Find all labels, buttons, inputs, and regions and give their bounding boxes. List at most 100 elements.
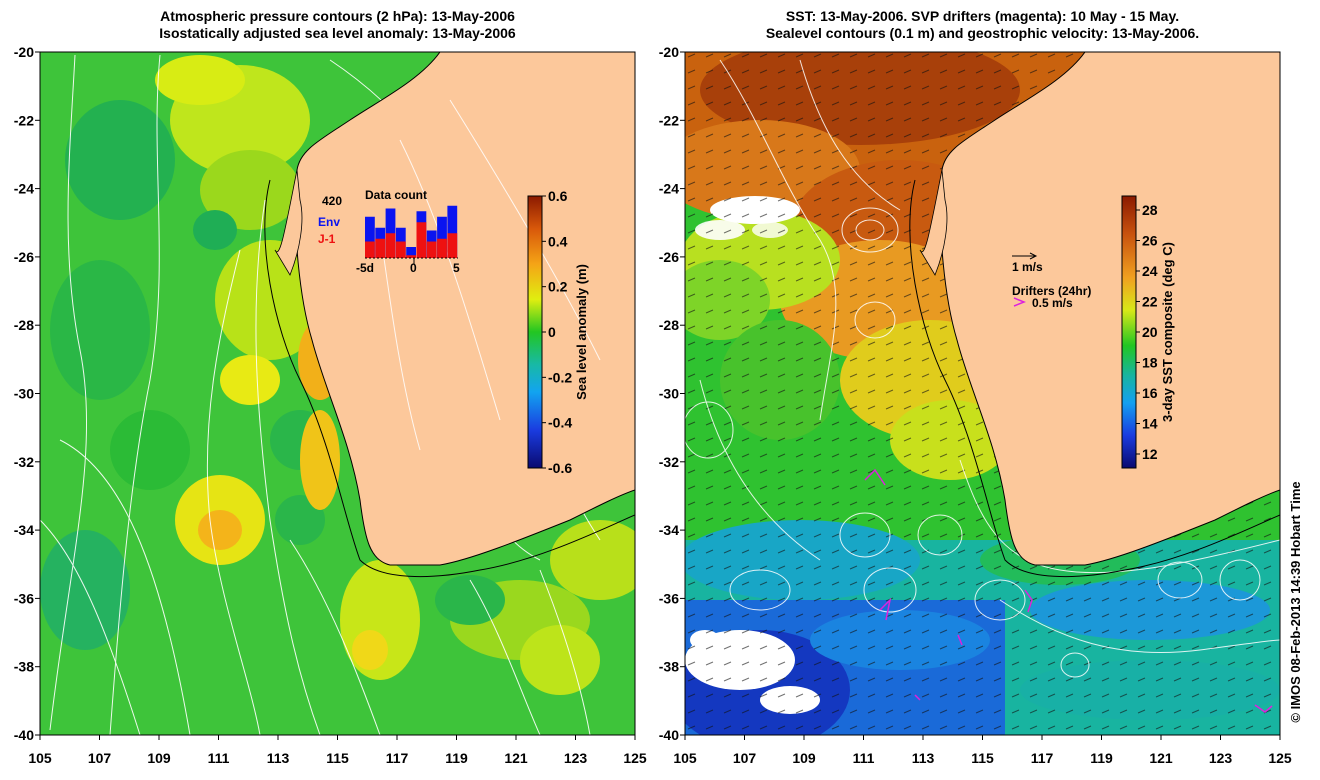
right-xtick-label: 105: [673, 750, 697, 766]
sst-colorbar-tick-label: 14: [1142, 416, 1158, 432]
left-xtick-label: 115: [326, 750, 349, 766]
env-count-bar: [437, 216, 447, 258]
left-map-title: Atmospheric pressure contours (2 hPa): 1…: [40, 8, 635, 42]
right-xtick-label: 117: [1031, 750, 1054, 766]
right-xtick-label: 123: [1209, 750, 1233, 766]
sst-map: [685, 52, 1280, 735]
right-xtick-label: 125: [1268, 750, 1292, 766]
right-xtick-label: 107: [733, 750, 757, 766]
sla-colorbar-tick-label: 0.2: [548, 279, 568, 295]
right-ytick-label: -40: [659, 727, 679, 743]
j1-count-bar: [375, 238, 386, 258]
left-ytick-label: -32: [14, 454, 34, 470]
left-ytick-label: -38: [14, 659, 34, 675]
sst-colorbar-tick-label: 26: [1142, 233, 1158, 249]
map-axes: 105 107 109 111 113 115 117 119 121 123 125-20-22-…: [14, 44, 1292, 766]
imos-credit: © IMOS 08-Feb-2013 14:39 Hobart Time: [1288, 481, 1303, 722]
left-title-line2: Isostatically adjusted sea level anomaly…: [159, 25, 516, 41]
sla-colorbar-label: Sea level anomaly (m): [574, 264, 589, 400]
left-title-line1: Atmospheric pressure contours (2 hPa): 1…: [160, 8, 515, 24]
data-count-title: Data count: [365, 188, 427, 202]
right-map-title: SST: 13-May-2006. SVP drifters (magenta)…: [685, 8, 1280, 42]
left-ytick-label: -34: [14, 522, 34, 538]
right-xtick-label: 121: [1149, 750, 1173, 766]
left-xtick-label: 123: [564, 750, 588, 766]
drifter-legend-value: 0.5 m/s: [1032, 296, 1073, 310]
data-count-inset: Data count 420 Env J-1 -5d 0 5: [318, 188, 460, 275]
sst-colorbar-tick-label: 22: [1142, 294, 1158, 310]
data-count-bars: [365, 205, 458, 258]
right-ytick-label: -20: [659, 44, 679, 60]
land-mass-right: [939, 52, 1280, 566]
right-xtick-label: 111: [853, 750, 875, 766]
sst-colorbar-tick-label: 20: [1142, 324, 1158, 340]
sst-colorbar-tick-label: 18: [1142, 355, 1158, 371]
left-ytick-label: -40: [14, 727, 34, 743]
env-count-bar: [447, 205, 458, 258]
j1-count-bar: [406, 255, 416, 258]
velocity-legend-label: 1 m/s: [1012, 260, 1043, 274]
j1-legend-label: J-1: [318, 232, 336, 246]
sst-colorbar-tick-label: 28: [1142, 202, 1158, 218]
j1-count-bar: [416, 222, 427, 258]
env-count-bar: [365, 216, 375, 258]
left-xtick-label: 121: [504, 750, 528, 766]
sla-colorbar-tick-label: -0.6: [548, 460, 572, 476]
right-xtick-label: 109: [792, 750, 816, 766]
right-ytick-label: -36: [659, 590, 679, 606]
sst-colorbar-tick-label: 12: [1142, 446, 1158, 462]
right-ytick-label: -28: [659, 317, 679, 333]
j1-count-bar: [395, 241, 406, 258]
right-xtick-label: 115: [971, 750, 994, 766]
left-xtick-label: 111: [208, 750, 230, 766]
left-xtick-label: 125: [623, 750, 647, 766]
right-xtick-label: 119: [1090, 750, 1113, 766]
sla-colorbar-tick-label: 0: [548, 324, 556, 340]
env-legend-label: Env: [318, 215, 340, 229]
sst-colorbar-label: 3-day SST composite (deg C): [1160, 242, 1175, 422]
inset-xlabel-zero: 0: [410, 261, 417, 275]
left-xtick-label: 109: [147, 750, 171, 766]
sla-colorbar: 0.6 0.4 0.2 0 -0.2 -0.4 -0.6 Sea level anomaly…: [527, 188, 589, 476]
left-ytick-label: -24: [14, 181, 34, 197]
right-ytick-label: -22: [659, 112, 679, 128]
left-ytick-label: -22: [14, 112, 34, 128]
left-xtick-label: 107: [88, 750, 112, 766]
inset-xlabel-end: 5: [453, 261, 460, 275]
right-title-line2: Sealevel contours (0.1 m) and geostrophi…: [765, 25, 1200, 41]
sst-colorbar-tick-label: 24: [1142, 263, 1158, 279]
sea-level-anomaly-map: [40, 52, 635, 735]
j1-count-bar: [365, 241, 375, 258]
left-ytick-label: -28: [14, 317, 34, 333]
data-count-max: 420: [322, 194, 342, 208]
left-xtick-label: 113: [267, 750, 290, 766]
left-xtick-label: 119: [445, 750, 468, 766]
left-ytick-label: -36: [14, 590, 34, 606]
left-ytick-label: -30: [14, 386, 34, 402]
left-ytick-label: -20: [14, 44, 34, 60]
sla-colorbar-tick-label: 0.4: [548, 233, 568, 249]
inset-xlabel-start: -5d: [356, 261, 374, 275]
right-title-line1: SST: 13-May-2006. SVP drifters (magenta)…: [785, 8, 1180, 24]
j1-count-bar: [385, 233, 396, 258]
j1-count-bar: [426, 241, 437, 258]
sst-colorbar-tick-label: 16: [1142, 385, 1158, 401]
left-ytick-label: -26: [14, 249, 34, 265]
sla-colorbar-tick-label: -0.2: [548, 369, 572, 385]
left-xtick-label: 117: [386, 750, 409, 766]
drifter-legend-title: Drifters (24hr): [1012, 284, 1091, 298]
right-ytick-label: -32: [659, 454, 679, 470]
right-xtick-label: 113: [912, 750, 935, 766]
right-ytick-label: -26: [659, 249, 679, 265]
j1-count-bar: [437, 238, 447, 258]
sla-colorbar-tick-label: -0.4: [548, 415, 572, 431]
sst-colorbar: 28 26 24 22 20 18 16 14 12 3-day SST composite (…: [1121, 195, 1175, 469]
velocity-legend: 1 m/s Drifters (24hr) 0.5 m/s: [1012, 252, 1091, 310]
env-count-bar: [406, 247, 416, 258]
right-ytick-label: -38: [659, 659, 679, 675]
right-ytick-label: -34: [659, 522, 679, 538]
left-xtick-label: 105: [28, 750, 52, 766]
sla-colorbar-tick-label: 0.6: [548, 188, 568, 204]
right-ytick-label: -24: [659, 181, 679, 197]
